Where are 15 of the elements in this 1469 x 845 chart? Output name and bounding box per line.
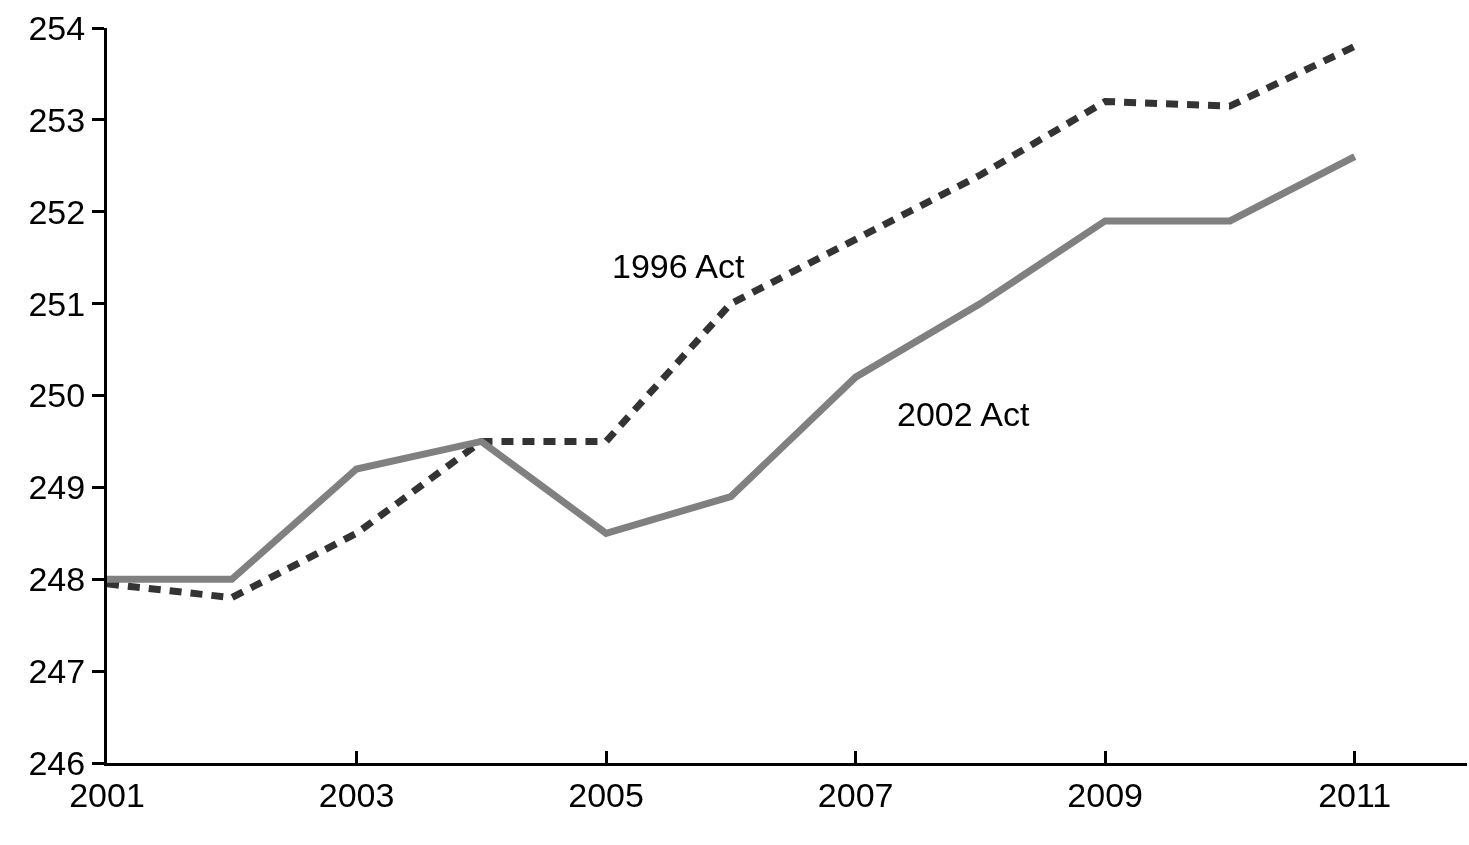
y-tick-label: 247 [28,652,86,691]
x-tick-label: 2011 [1318,775,1392,814]
x-tick-label: 2009 [1067,775,1143,814]
y-tick-label: 250 [28,376,86,415]
x-tick-label: 2007 [817,775,894,814]
x-tick-label: 2005 [568,775,644,814]
series-label: 1996 Act [612,247,745,285]
x-tick-label: 2003 [318,775,395,814]
y-tick-label: 248 [28,560,86,599]
y-tick-label: 252 [28,192,86,231]
y-tick-label: 249 [28,468,86,507]
series-label: 2002 Act [897,395,1030,433]
y-tick-label: 254 [28,8,86,47]
y-tick-label: 251 [28,284,86,323]
y-tick-label: 253 [28,100,86,139]
